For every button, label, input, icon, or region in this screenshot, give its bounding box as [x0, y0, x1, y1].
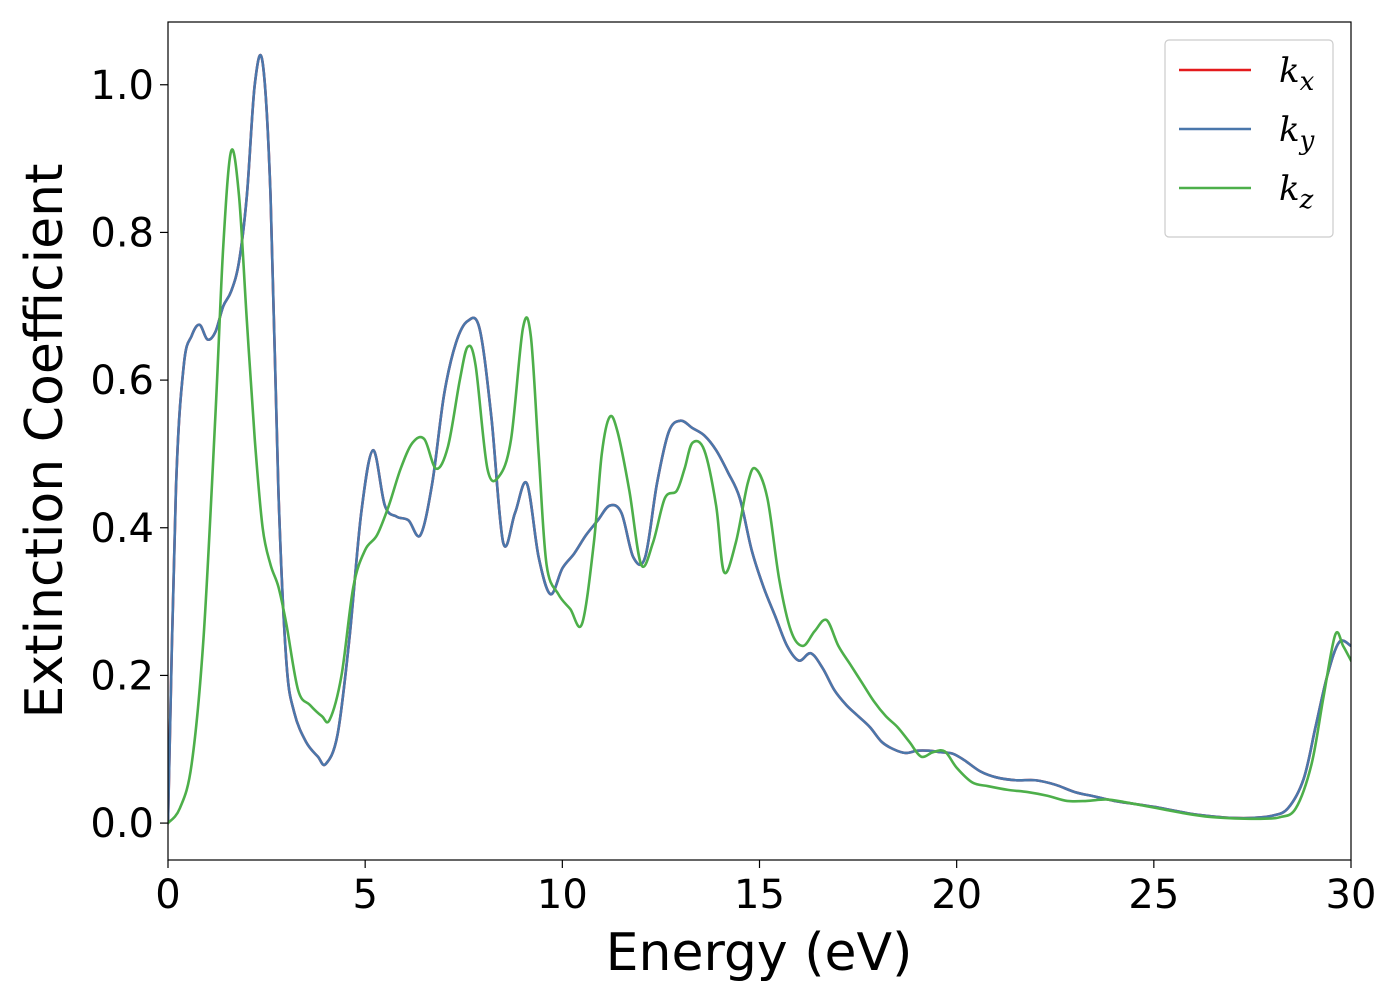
y-axis-ticks: 0.0 0.2 0.4 0.6 0.8 1.0 — [90, 63, 168, 847]
x-tick-label: 15 — [734, 872, 785, 918]
y-tick-label: 0.0 — [90, 801, 154, 847]
y-tick-label: 0.4 — [90, 506, 154, 552]
legend-label: kz — [1279, 169, 1314, 215]
plot-area — [168, 53, 1351, 825]
legend-item-kx: kx — [1179, 51, 1315, 97]
x-tick-label: 25 — [1128, 872, 1179, 918]
x-tick-label: 30 — [1326, 872, 1377, 918]
series-line-kz — [168, 148, 1351, 825]
y-tick-label: 0.2 — [90, 653, 154, 699]
y-tick-label: 0.6 — [90, 358, 154, 404]
legend-label: ky — [1279, 110, 1315, 156]
legend-label: kx — [1279, 51, 1315, 97]
x-tick-label: 10 — [537, 872, 588, 918]
y-axis-label: Extinction Coefficient — [15, 164, 75, 719]
legend: kx ky kz — [1164, 39, 1334, 238]
x-axis-ticks: 0 5 10 15 20 25 30 — [155, 860, 1376, 918]
y-tick-label: 0.8 — [90, 210, 154, 256]
x-tick-label: 5 — [352, 872, 377, 918]
x-tick-label: 20 — [931, 872, 982, 918]
legend-item-kz: kz — [1179, 169, 1314, 215]
legend-item-ky: ky — [1179, 110, 1315, 156]
x-tick-label: 0 — [155, 872, 180, 918]
y-tick-label: 1.0 — [90, 63, 154, 109]
series-line-ky — [168, 53, 1351, 825]
x-axis-label: Energy (eV) — [606, 923, 913, 983]
